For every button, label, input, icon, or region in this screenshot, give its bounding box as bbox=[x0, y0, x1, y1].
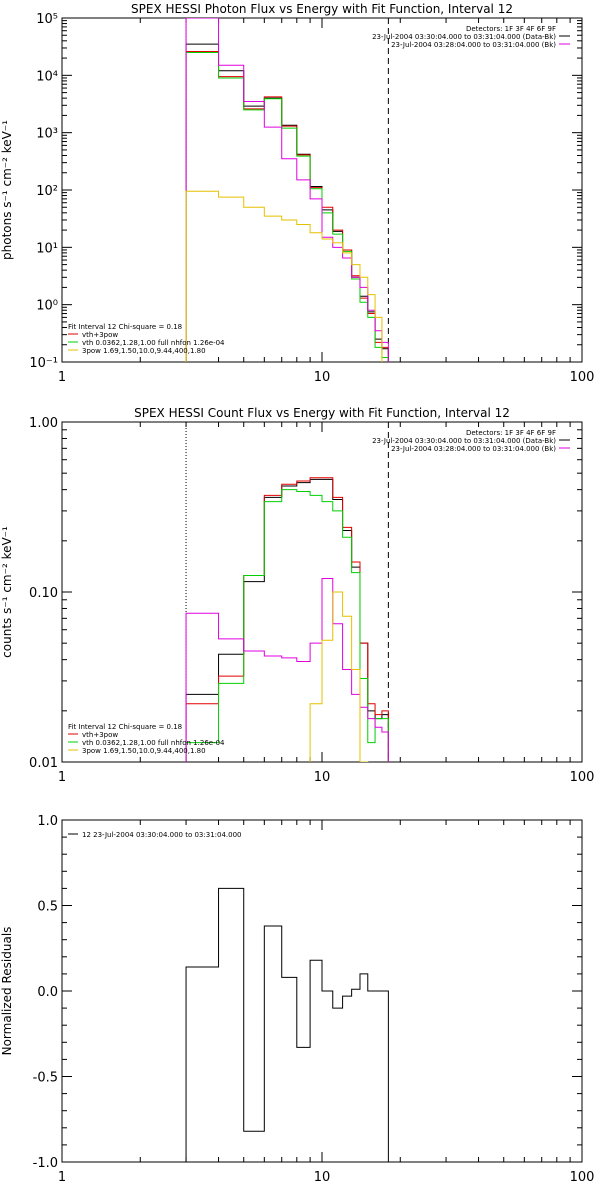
series-line-1 bbox=[185, 43, 389, 362]
series-line-4 bbox=[185, 578, 389, 762]
y-tick-label: 10² bbox=[36, 184, 58, 199]
series-line-1 bbox=[185, 887, 389, 1162]
legend-entry: vth+3pow bbox=[82, 331, 118, 339]
series-line-3 bbox=[185, 52, 389, 362]
y-tick-label: 10¹ bbox=[36, 241, 58, 256]
legend-time-range: 23-Jul-2004 03:30:04.000 to 03:31:04.000… bbox=[372, 33, 556, 41]
series-line-5 bbox=[185, 190, 383, 362]
series-line-2 bbox=[185, 51, 389, 362]
legend-entry: vth 0.0362,1.28,1.00 full nhfon 1.26e-04 bbox=[82, 739, 225, 747]
legend-entry: Fit Interval 12 Chi-square = 0.18 bbox=[68, 323, 182, 331]
y-tick-label: -1.0 bbox=[33, 1156, 58, 1171]
x-tick-label: 1 bbox=[58, 770, 66, 785]
series-group bbox=[185, 887, 389, 1162]
x-tick-label: 10 bbox=[314, 1170, 331, 1185]
chart-panel-2: SPEX HESSI Count Flux vs Energy with Fit… bbox=[0, 406, 595, 785]
chart-panel-3: Normalized Residuals 1 10 100 -1.0 -0.5 0.0 0.5… bbox=[0, 814, 594, 1185]
series-group bbox=[185, 18, 389, 362]
legend-time-range: 23-Jul-2004 03:30:04.000 to 03:31:04.000… bbox=[372, 437, 556, 445]
legend-detectors: Detectors: 1F 3F 4F 6F 9F bbox=[466, 25, 556, 33]
x-tick-label: 100 bbox=[570, 770, 595, 785]
legend-entry: vth+3pow bbox=[82, 731, 118, 739]
series-line-5 bbox=[309, 591, 369, 762]
y-tick-label: 10⁴ bbox=[36, 69, 58, 84]
chart-panel-1: SPEX HESSI Photon Flux vs Energy with Fi… bbox=[0, 2, 594, 385]
x-tick-label: 1 bbox=[58, 370, 66, 385]
y-tick-label: 10⁰ bbox=[36, 299, 58, 314]
legend-entry: 3pow 1.69,1.50,10.0,9.44,400,1.80 bbox=[82, 347, 206, 355]
x-tick-label: 100 bbox=[570, 1170, 595, 1185]
legend-entry: vth 0.0362,1.28,1.00 full nhfon 1.26e-04 bbox=[82, 339, 225, 347]
y-tick-label: 10⁻¹ bbox=[29, 356, 58, 371]
y-tick-label: -0.5 bbox=[33, 1071, 58, 1086]
y-tick-label: 10⁵ bbox=[36, 12, 58, 27]
legend-time-range: 23-Jul-2004 03:28:04.000 to 03:31:04.000… bbox=[391, 445, 556, 453]
y-tick-label: 0.0 bbox=[37, 985, 58, 1000]
y-tick-label: 1.00 bbox=[29, 416, 58, 431]
y-axis-label: photons s⁻¹ cm⁻² keV⁻¹ bbox=[0, 120, 14, 260]
series-line-2 bbox=[185, 477, 389, 762]
chart-title: SPEX HESSI Count Flux vs Energy with Fit… bbox=[134, 406, 510, 420]
y-tick-label: 10³ bbox=[36, 127, 58, 142]
y-tick-label: 0.10 bbox=[29, 586, 58, 601]
series-line-4 bbox=[185, 18, 389, 362]
x-tick-label: 10 bbox=[314, 770, 331, 785]
x-tick-label: 1 bbox=[58, 1170, 66, 1185]
chart-title: SPEX HESSI Photon Flux vs Energy with Fi… bbox=[131, 2, 513, 16]
legend-time-range: 23-Jul-2004 03:28:04.000 to 03:31:04.000… bbox=[391, 41, 556, 49]
y-axis-label: counts s⁻¹ cm⁻² keV⁻¹ bbox=[0, 526, 14, 658]
x-tick-label: 10 bbox=[314, 370, 331, 385]
series-line-3 bbox=[185, 489, 389, 762]
y-axis-label: Normalized Residuals bbox=[0, 927, 14, 1056]
series-line-1 bbox=[185, 478, 389, 762]
legend-entry: 3pow 1.69,1.50,10.0,9.44,400,1.80 bbox=[82, 747, 206, 755]
series-group bbox=[185, 477, 389, 762]
legend-entry: Fit Interval 12 Chi-square = 0.18 bbox=[68, 723, 182, 731]
y-tick-label: 0.01 bbox=[29, 756, 58, 771]
y-tick-label: 0.5 bbox=[37, 900, 58, 915]
legend-entry: 12 23-Jul-2004 03:30:04.000 to 03:31:04.… bbox=[82, 831, 242, 839]
legend-detectors: Detectors: 1F 3F 4F 6F 9F bbox=[466, 429, 556, 437]
y-tick-label: 1.0 bbox=[37, 814, 58, 829]
x-tick-label: 100 bbox=[570, 370, 595, 385]
